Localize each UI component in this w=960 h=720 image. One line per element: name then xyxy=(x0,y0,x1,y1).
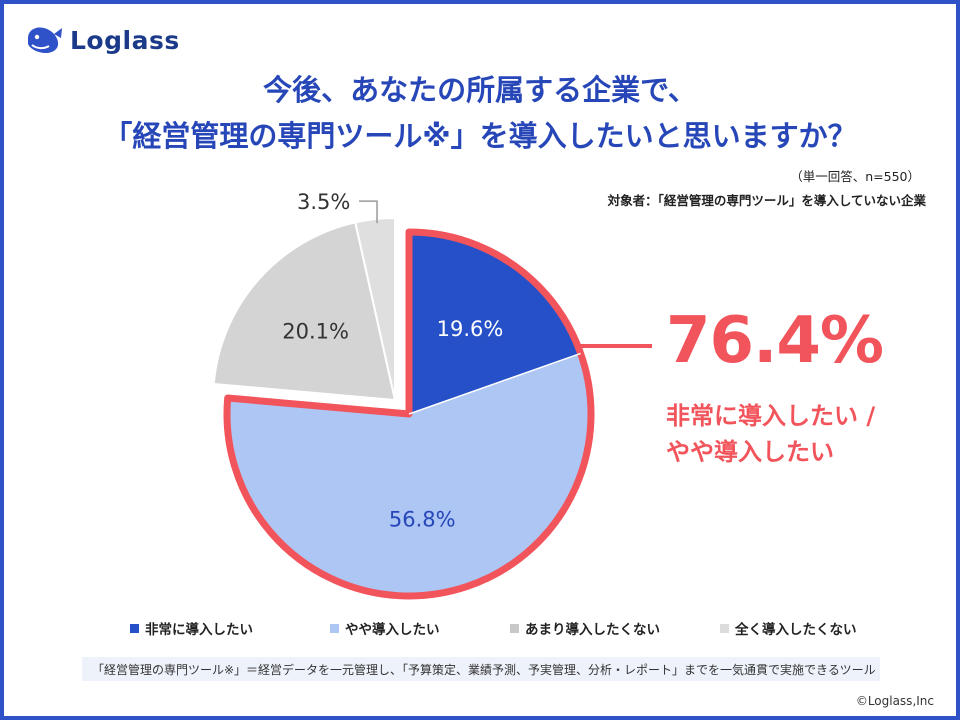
highlight-label-line2: やや導入したい xyxy=(666,438,834,466)
label-leader-line xyxy=(359,200,378,224)
legend-label: 全く導入したくない xyxy=(735,622,857,638)
chart-legend: 非常に導入したい やや導入したい あまり導入したくない 全く導入したくない xyxy=(4,618,956,640)
chart-title-line2: 「経営管理の専門ツール※」を導入したいと思いますか？ xyxy=(103,119,857,153)
legend-swatch xyxy=(130,623,139,633)
legend-label: あまり導入したくない xyxy=(525,622,660,638)
legend-item-not-at-all: 全く導入したくない xyxy=(720,618,857,638)
highlight-outline xyxy=(223,228,595,600)
brand-name: Loglass xyxy=(70,25,180,55)
legend-swatch xyxy=(720,623,729,633)
slice-not-much xyxy=(212,221,397,402)
slice-divider xyxy=(408,352,581,415)
chart-title-line1: 今後、あなたの所属する企業で、 xyxy=(263,73,697,107)
legend-item-not-much: あまり導入したくない xyxy=(510,618,660,638)
highlight-value: 76.4% xyxy=(666,304,884,378)
legend-swatch xyxy=(510,623,519,633)
slice-label: 3.5% xyxy=(297,190,350,214)
slice-label: 19.6% xyxy=(437,317,504,341)
legend-swatch xyxy=(330,623,339,633)
highlight-label-line1: 非常に導入したい / xyxy=(666,402,876,430)
target-note: 対象者：「経営管理の専門ツール」を導入していない企業 xyxy=(607,193,926,208)
legend-label: 非常に導入したい xyxy=(145,622,253,638)
whale-logo-icon xyxy=(28,27,62,53)
slice-somewhat-want xyxy=(227,353,592,596)
answer-type-note: （単一回答、n=550） xyxy=(790,169,920,184)
legend-item-somewhat-want: やや導入したい xyxy=(330,618,440,638)
footnote: 「経営管理の専門ツール※」＝経営データを一元管理し、「予算策定、業績予測、予実管… xyxy=(82,657,880,681)
brand-logo: Loglass xyxy=(24,24,180,56)
slice-label: 56.8% xyxy=(389,508,456,532)
slice-not-at-all xyxy=(354,216,396,401)
slice-label: 20.1% xyxy=(282,319,349,343)
legend-label: やや導入したい xyxy=(345,622,440,638)
legend-item-very-want: 非常に導入したい xyxy=(130,618,253,638)
pie-chart: 19.6% 56.8% 20.1% 3.5% xyxy=(212,190,652,600)
copyright: ©Loglass,Inc xyxy=(855,694,934,708)
